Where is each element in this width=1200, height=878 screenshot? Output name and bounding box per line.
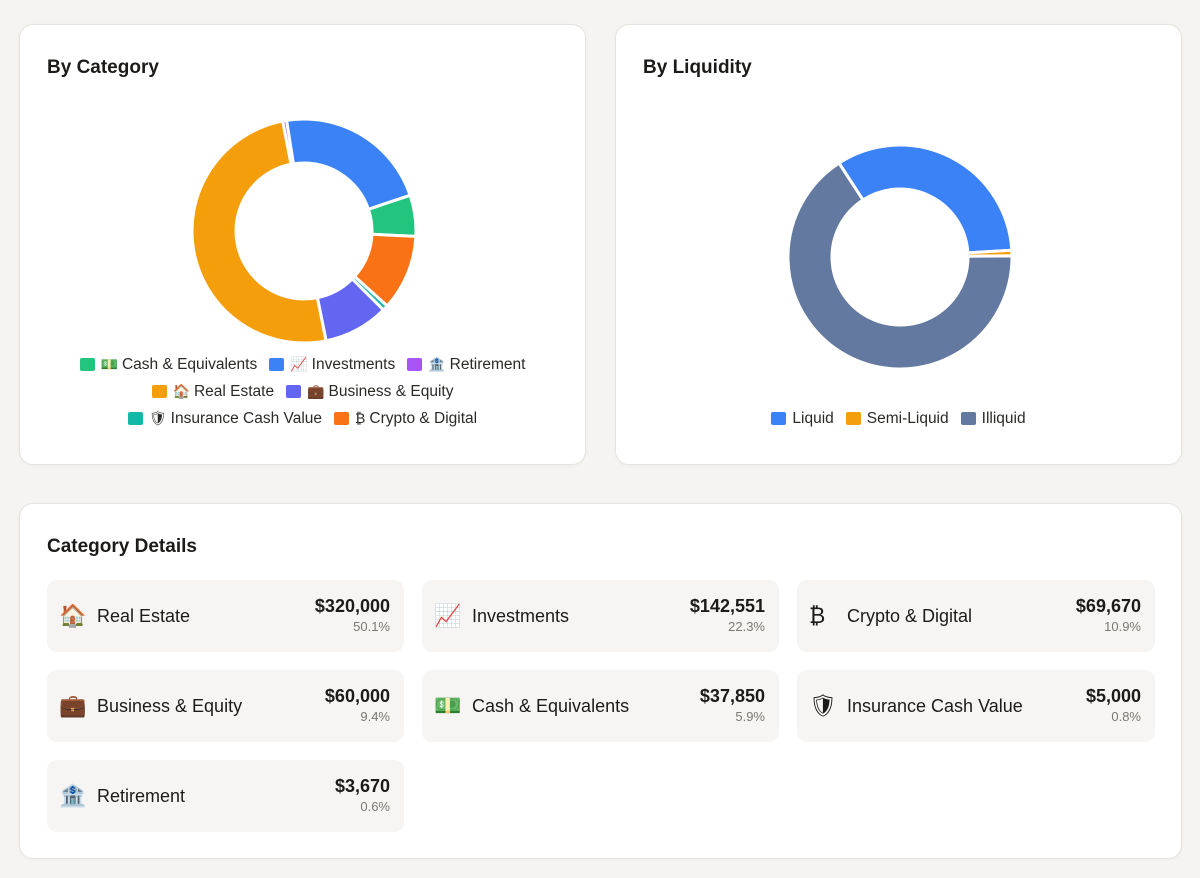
tile-name: Crypto & Digital — [847, 605, 973, 626]
legend-label: Cash & Equivalents — [121, 356, 258, 373]
legend-label: Liquid — [792, 410, 834, 427]
shield-icon: 🛡 — [809, 693, 837, 718]
by-category-title: By Category — [47, 57, 159, 78]
briefcase-icon: 💼 — [307, 383, 325, 399]
legend-label: Investments — [311, 356, 396, 373]
tile-percent: 0.8% — [1111, 709, 1141, 724]
house-icon: 🏠 — [172, 383, 190, 399]
tile-values: $320,000 50.1% — [315, 595, 390, 637]
tile-percent: 10.9% — [1104, 619, 1141, 634]
by-liquidity-title: By Liquidity — [643, 57, 752, 78]
legend-label: Insurance Cash Value — [170, 410, 323, 427]
tile-percent: 5.9% — [735, 709, 765, 724]
legend-item-insurance[interactable]: 🛡 Insurance Cash Value — [127, 409, 323, 428]
legend-swatch — [334, 412, 350, 425]
tile-percent: 22.3% — [728, 619, 765, 634]
legend-label: Real Estate — [193, 383, 275, 400]
tile-values: $5,000 0.8% — [1086, 685, 1141, 727]
legend-swatch — [286, 385, 302, 398]
tile-amount: $60,000 — [324, 686, 390, 706]
legend-label: Illiquid — [981, 410, 1026, 427]
tile-values: $142,551 22.3% — [690, 595, 765, 637]
tile-amount: $3,670 — [334, 776, 390, 796]
legend-swatch — [845, 412, 861, 425]
tile-amount: $320,000 — [314, 596, 390, 616]
cash-icon: 💵 — [434, 693, 462, 718]
legend-item-investments[interactable]: 📈 Investments — [269, 355, 395, 374]
detail-tile-retirement[interactable]: 🏦 Retirement $3,670 0.6% — [47, 760, 404, 832]
legend-item-real-estate[interactable]: 🏠 Real Estate — [151, 382, 275, 401]
legend-item-business[interactable]: 💼 Business & Equity — [286, 382, 453, 401]
donut-slice-illiquid[interactable] — [786, 160, 1014, 371]
donut-slice-investments[interactable] — [284, 117, 413, 212]
tile-percent: 9.4% — [360, 709, 390, 724]
legend-swatch — [269, 358, 285, 371]
detail-tile-investments[interactable]: 📈 Investments $142,551 22.3% — [422, 580, 779, 652]
legend-swatch — [771, 412, 787, 425]
legend-item-liquid[interactable]: Liquid — [771, 409, 834, 428]
bank-icon: 🏦 — [59, 783, 87, 808]
cash-icon: 💵 — [100, 356, 118, 372]
tile-name: Cash & Equivalents — [472, 695, 630, 716]
tile-amount: $69,670 — [1075, 596, 1141, 616]
shield-icon: 🛡 — [148, 410, 167, 426]
legend-swatch — [407, 358, 423, 371]
legend-label: Retirement — [449, 356, 526, 373]
legend-swatch — [151, 385, 167, 398]
tile-name: Investments — [472, 605, 570, 626]
by-category-card: By Category 💵 Cash & Equivalents 📈 Inves… — [19, 24, 586, 465]
liquidity-donut-chart — [786, 143, 1014, 371]
legend-item-retirement[interactable]: 🏦 Retirement — [407, 355, 525, 374]
category-legend: 💵 Cash & Equivalents 📈 Investments 🏦 Ret… — [20, 355, 585, 428]
tile-amount: $142,551 — [689, 596, 765, 616]
tile-name: Real Estate — [97, 605, 191, 626]
donut-slice-real-estate[interactable] — [190, 119, 328, 345]
house-icon: 🏠 — [59, 603, 87, 628]
legend-swatch — [79, 358, 95, 371]
tile-name: Retirement — [97, 785, 186, 806]
legend-item-semi-liquid[interactable]: Semi-Liquid — [845, 409, 949, 428]
legend-item-crypto[interactable]: ₿ Crypto & Digital — [334, 409, 477, 428]
tile-values: $69,670 10.9% — [1076, 595, 1141, 637]
tile-percent: 0.6% — [360, 799, 390, 814]
category-details-card: Category Details 🏠 Real Estate $320,000 … — [19, 503, 1182, 859]
legend-item-cash[interactable]: 💵 Cash & Equivalents — [79, 355, 258, 374]
detail-tile-cash[interactable]: 💵 Cash & Equivalents $37,850 5.9% — [422, 670, 779, 742]
category-details-grid: 🏠 Real Estate $320,000 50.1% 📈 Investmen… — [47, 580, 1157, 832]
tile-name: Business & Equity — [97, 695, 243, 716]
bitcoin-icon: ₿ — [355, 410, 366, 426]
legend-label: Business & Equity — [328, 383, 454, 400]
detail-tile-business[interactable]: 💼 Business & Equity $60,000 9.4% — [47, 670, 404, 742]
briefcase-icon: 💼 — [59, 693, 87, 718]
detail-tile-crypto[interactable]: ₿ Crypto & Digital $69,670 10.9% — [797, 580, 1155, 652]
tile-values: $3,670 0.6% — [335, 775, 390, 817]
category-details-title: Category Details — [47, 536, 197, 557]
liquidity-legend: Liquid Semi-Liquid Illiquid — [616, 409, 1181, 428]
tile-values: $60,000 9.4% — [325, 685, 390, 727]
detail-tile-insurance[interactable]: 🛡 Insurance Cash Value $5,000 0.8% — [797, 670, 1155, 742]
legend-label: Crypto & Digital — [369, 410, 478, 427]
tile-values: $37,850 5.9% — [700, 685, 765, 727]
tile-amount: $37,850 — [699, 686, 765, 706]
legend-swatch — [127, 412, 143, 425]
detail-tile-real-estate[interactable]: 🏠 Real Estate $320,000 50.1% — [47, 580, 404, 652]
tile-name: Insurance Cash Value — [847, 695, 1023, 716]
donut-slice-liquid[interactable] — [836, 143, 1014, 255]
chart-up-icon: 📈 — [434, 603, 462, 628]
legend-label: Semi-Liquid — [866, 410, 949, 427]
bitcoin-icon: ₿ — [809, 603, 826, 628]
tile-amount: $5,000 — [1085, 686, 1141, 706]
chart-up-icon: 📈 — [290, 356, 308, 372]
bank-icon: 🏦 — [428, 356, 446, 372]
legend-swatch — [960, 412, 976, 425]
tile-percent: 50.1% — [353, 619, 390, 634]
by-liquidity-card: By Liquidity Liquid Semi-Liquid Illiquid — [615, 24, 1182, 465]
category-donut-chart — [190, 117, 418, 345]
legend-item-illiquid[interactable]: Illiquid — [960, 409, 1026, 428]
